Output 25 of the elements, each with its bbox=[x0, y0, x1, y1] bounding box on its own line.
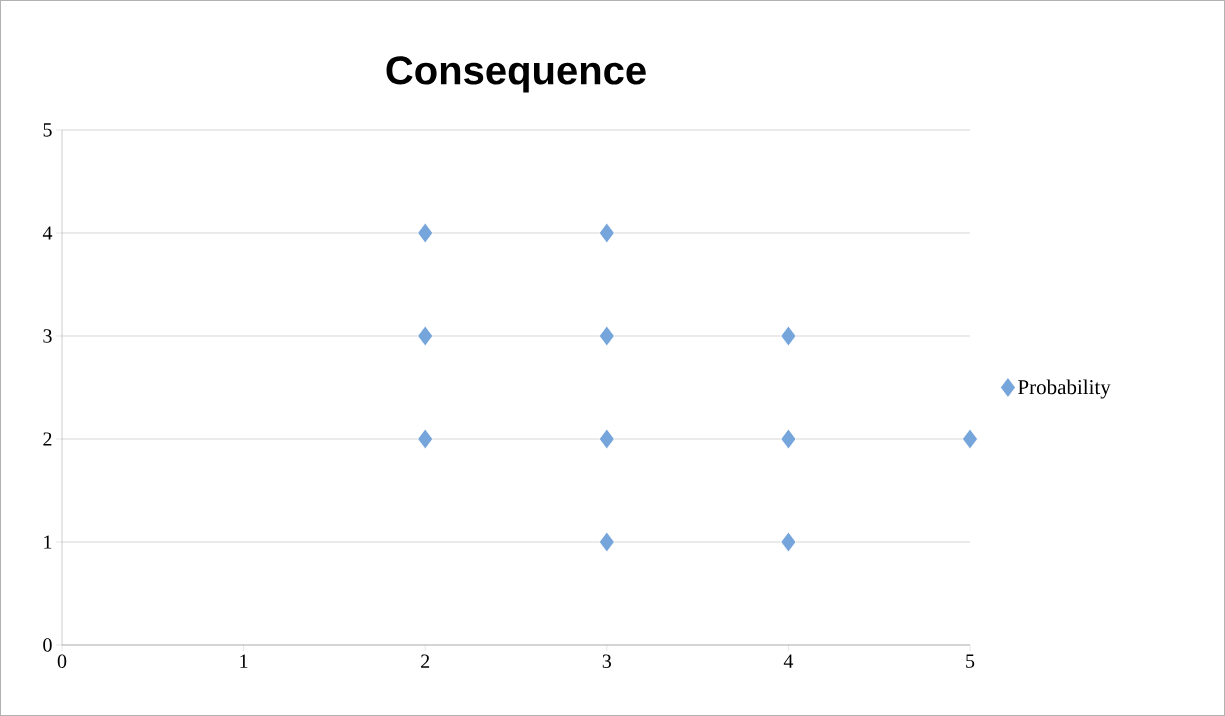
point bbox=[417, 428, 434, 450]
point bbox=[598, 428, 615, 450]
point bbox=[417, 325, 434, 347]
point bbox=[598, 222, 615, 244]
y-tick-label: 3 bbox=[43, 329, 52, 343]
y-tick-label: 0 bbox=[43, 638, 52, 652]
point bbox=[780, 428, 797, 450]
point bbox=[598, 531, 615, 553]
y-tick-label: 1 bbox=[44, 535, 52, 549]
y-tick-label: 5 bbox=[43, 123, 52, 137]
x-tick-label: 2 bbox=[421, 654, 430, 668]
x-tick-label: 3 bbox=[602, 654, 612, 668]
x-tick-label: 1 bbox=[240, 654, 248, 668]
x-tick-label: 4 bbox=[783, 654, 794, 668]
y-tick-label: 2 bbox=[43, 432, 52, 446]
chart-title: Consequence bbox=[386, 56, 646, 93]
point bbox=[598, 325, 615, 347]
y-tick-label: 4 bbox=[42, 226, 53, 240]
point bbox=[780, 325, 797, 347]
x-tick-label: 5 bbox=[966, 654, 975, 668]
x-tick-label: 0 bbox=[57, 654, 67, 669]
point bbox=[962, 428, 978, 450]
legend-label: Probability bbox=[1018, 379, 1111, 399]
point bbox=[417, 222, 434, 244]
point bbox=[780, 531, 797, 553]
